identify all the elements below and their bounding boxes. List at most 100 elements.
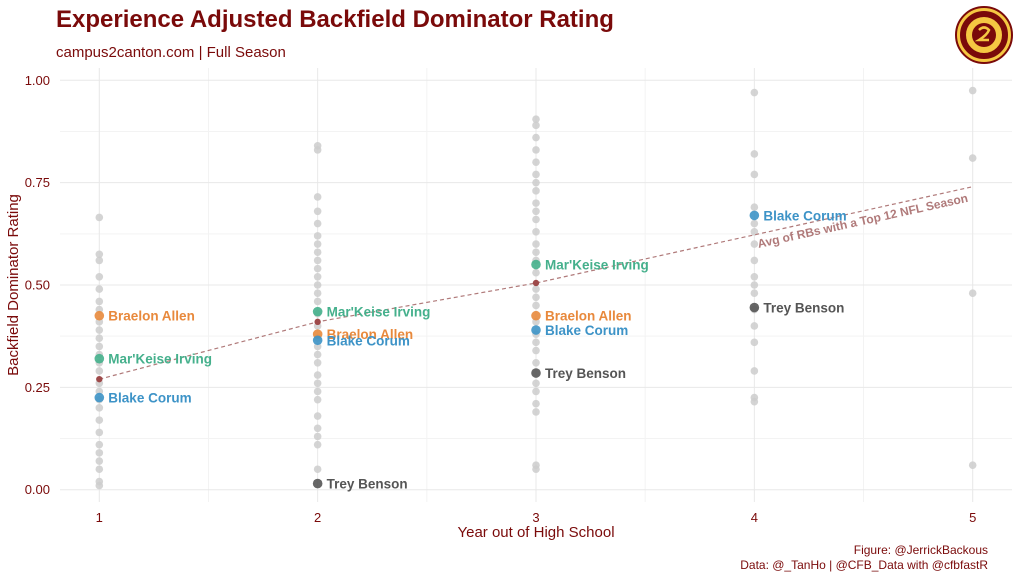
background-point: [313, 240, 322, 248]
player-label: Blake Corum: [763, 208, 846, 223]
background-point: [750, 88, 759, 97]
background-point: [532, 215, 540, 224]
background-point: [313, 193, 322, 201]
background-point: [750, 397, 759, 406]
player-label: Mar'Keise Irving: [327, 305, 431, 320]
background-point: [750, 203, 759, 212]
background-point: [95, 465, 104, 474]
background-point: [313, 297, 322, 306]
background-point: [532, 170, 540, 179]
background-point: [95, 440, 104, 449]
player-label: Trey Benson: [327, 477, 408, 492]
background-point: [313, 256, 322, 265]
background-point: [532, 387, 540, 396]
background-point: [95, 297, 104, 306]
background-point: [532, 121, 540, 130]
background-point: [750, 322, 759, 330]
background-point: [532, 240, 540, 248]
y-axis-title: Backfield Dominator Rating: [5, 194, 22, 376]
player-label: Blake Corum: [327, 333, 410, 348]
background-point: [750, 150, 759, 158]
background-point: [95, 428, 104, 437]
x-tick-label: 2: [314, 510, 321, 525]
player-label: Trey Benson: [763, 301, 844, 316]
data-credit: Data: @_TanHo | @CFB_Data with @cfbfastR: [740, 558, 988, 572]
background-point: [313, 379, 322, 388]
background-point: [532, 408, 540, 416]
player-point: [531, 310, 541, 321]
player-point: [312, 335, 323, 346]
background-point: [750, 338, 759, 347]
trend-line: [99, 186, 973, 380]
background-point: [313, 264, 322, 273]
y-tick-label: 0.50: [25, 278, 50, 293]
x-tick-label: 1: [96, 510, 103, 525]
background-point: [95, 273, 104, 281]
player-label: Braelon Allen: [545, 309, 632, 324]
background-point: [313, 273, 322, 281]
player-label: Braelon Allen: [327, 327, 414, 342]
background-point: [95, 367, 104, 375]
background-point: [532, 358, 540, 367]
y-tick-label: 0.75: [25, 175, 50, 190]
background-point: [532, 115, 540, 123]
background-point: [313, 432, 322, 441]
background-point: [313, 424, 322, 433]
background-point: [968, 289, 977, 297]
background-point: [532, 346, 540, 355]
player-point: [531, 325, 541, 335]
player-point: [94, 353, 105, 364]
player-point: [531, 368, 541, 378]
trend-point: [314, 318, 321, 326]
background-point: [313, 412, 322, 420]
player-point: [531, 259, 541, 270]
background-point: [968, 154, 977, 162]
background-point: [95, 250, 104, 259]
background-point: [750, 289, 759, 297]
player-point: [312, 306, 323, 317]
background-point: [532, 146, 540, 154]
campus2canton-logo-icon: [955, 6, 1013, 64]
background-point: [968, 461, 977, 469]
background-point: [313, 289, 322, 297]
background-point: [95, 404, 104, 412]
background-point: [532, 187, 540, 195]
background-point: [313, 207, 322, 216]
chart-title: Experience Adjusted Backfield Dominator …: [56, 6, 614, 33]
x-tick-label: 5: [969, 510, 976, 525]
background-point: [532, 301, 540, 310]
background-point: [750, 273, 759, 281]
player-point: [94, 310, 105, 321]
background-point: [968, 86, 977, 95]
background-point: [532, 248, 540, 257]
figure-credit: Figure: @JerrickBackous: [853, 543, 988, 557]
background-point: [532, 158, 540, 166]
background-point: [313, 146, 322, 154]
background-point: [532, 199, 540, 207]
background-point: [313, 281, 322, 289]
background-point: [95, 416, 104, 424]
background-point: [750, 240, 759, 248]
player-point: [94, 392, 105, 403]
background-point: [313, 358, 322, 367]
player-label: Trey Benson: [545, 366, 626, 381]
background-point: [532, 399, 540, 408]
background-point: [95, 457, 104, 465]
player-point: [312, 478, 323, 489]
background-point: [95, 449, 104, 457]
background-point: [313, 387, 322, 396]
background-point: [750, 170, 759, 179]
player-label: Mar'Keise Irving: [108, 352, 212, 367]
background-point: [313, 219, 322, 228]
background-point: [313, 232, 322, 240]
background-point: [532, 227, 540, 236]
background-point: [532, 465, 540, 474]
background-point: [532, 293, 540, 302]
background-point: [313, 395, 322, 404]
background-point: [313, 465, 322, 474]
background-point: [532, 379, 540, 388]
player-point: [749, 302, 760, 313]
background-point: [750, 256, 759, 265]
player-label: Braelon Allen: [108, 309, 195, 324]
